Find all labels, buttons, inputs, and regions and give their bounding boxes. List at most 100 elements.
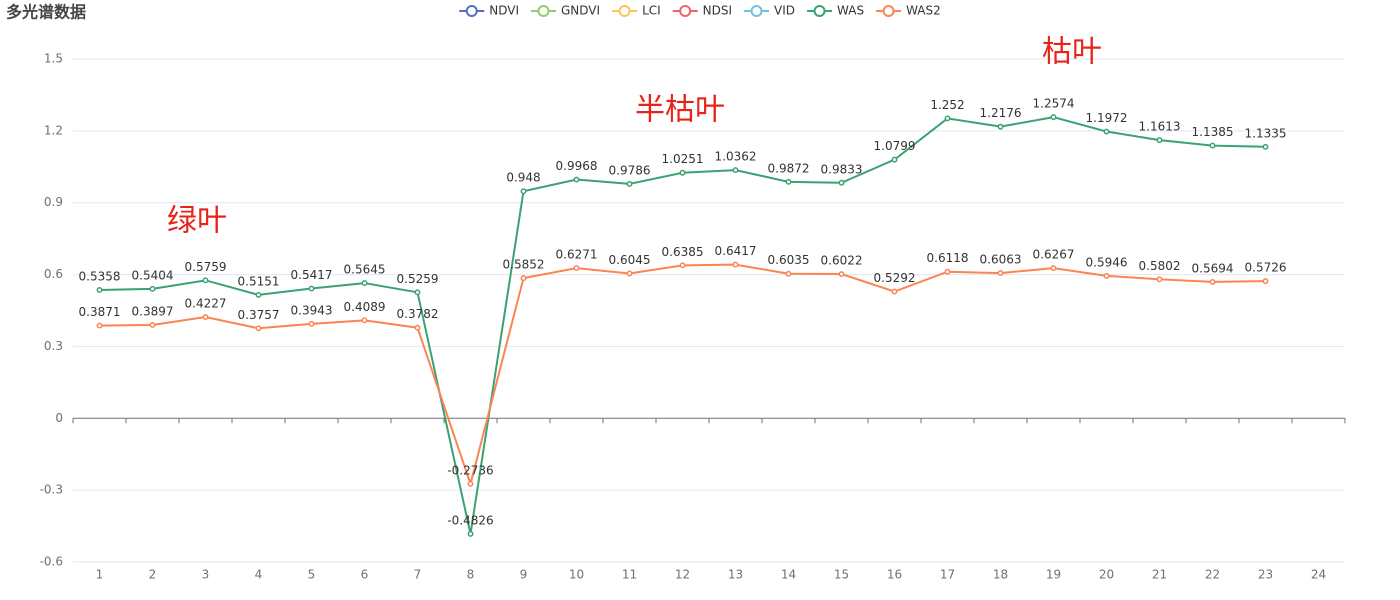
data-label: -0.4826	[447, 513, 493, 527]
data-label: 1.252	[930, 98, 964, 112]
data-point	[838, 179, 845, 186]
data-label: -0.2736	[447, 463, 493, 477]
legend-item[interactable]: LCI	[612, 4, 661, 18]
data-label: 0.3943	[291, 303, 333, 317]
legend-icon	[813, 5, 826, 17]
x-tick-label: 22	[1205, 568, 1220, 582]
data-label: 0.5726	[1245, 261, 1287, 275]
data-point	[944, 268, 951, 275]
y-tick-label: 0	[55, 411, 63, 425]
data-label: 0.3897	[132, 304, 174, 318]
data-point	[308, 320, 315, 327]
data-label: 0.5802	[1139, 259, 1181, 273]
data-label: 1.0799	[874, 139, 916, 153]
data-label: 0.948	[506, 171, 540, 185]
x-tick-label: 11	[622, 568, 637, 582]
data-point	[626, 180, 633, 187]
data-point	[520, 275, 527, 282]
data-label: 1.0251	[662, 152, 704, 166]
legend: NDVI GNDVI LCI NDSI VID WAS WAS2	[459, 4, 941, 18]
legend-item[interactable]: GNDVI	[531, 4, 600, 18]
annotation: 枯叶	[1042, 35, 1102, 70]
data-label: 0.6118	[927, 251, 969, 265]
data-label: 0.6022	[821, 254, 863, 268]
data-point	[573, 265, 580, 272]
data-point	[467, 480, 474, 487]
series-line	[99, 263, 1266, 488]
x-tick-label: 20	[1099, 568, 1114, 582]
data-label: 0.6035	[768, 253, 810, 267]
data-point	[1209, 142, 1216, 149]
data-point	[96, 286, 103, 293]
data-point	[361, 317, 368, 324]
x-tick-label: 1	[96, 568, 104, 582]
legend-label: LCI	[642, 4, 661, 18]
data-point	[149, 285, 156, 292]
data-label: 0.5151	[238, 274, 280, 288]
y-tick-label: 1.2	[44, 123, 63, 137]
legend-icon	[750, 5, 763, 17]
legend-icon	[537, 5, 550, 17]
y-tick-label: -0.6	[40, 555, 63, 569]
data-label: 1.1972	[1086, 111, 1128, 125]
data-label: 0.4227	[185, 297, 227, 311]
data-label: 1.1385	[1192, 125, 1234, 139]
y-tick-label: 0.3	[44, 339, 63, 353]
data-label: 0.6271	[556, 248, 598, 262]
legend-item[interactable]: NDVI	[459, 4, 519, 18]
data-label: 0.9968	[556, 159, 598, 173]
data-point	[997, 123, 1004, 130]
x-tick-label: 18	[993, 568, 1008, 582]
data-label: 0.5946	[1086, 255, 1128, 269]
data-label: 0.5292	[874, 271, 916, 285]
data-point	[202, 314, 209, 320]
data-point	[732, 261, 739, 268]
legend-item[interactable]: NDSI	[672, 4, 732, 18]
data-point	[414, 289, 421, 296]
data-label: 0.5417	[291, 268, 333, 282]
data-point	[202, 277, 209, 284]
legend-item[interactable]: VID	[744, 4, 795, 18]
data-label: 0.5259	[397, 272, 439, 286]
data-point	[1262, 143, 1269, 150]
data-point	[1103, 128, 1110, 135]
data-label: 0.3757	[238, 308, 280, 322]
legend-item[interactable]: WAS2	[876, 4, 941, 18]
data-point	[361, 280, 368, 287]
annotation: 绿叶	[167, 204, 227, 239]
data-point	[149, 321, 156, 328]
legend-icon	[679, 5, 692, 17]
legend-icon	[618, 5, 631, 17]
x-tick-label: 7	[414, 568, 422, 582]
data-label: 1.2176	[980, 106, 1022, 120]
legend-label: NDSI	[703, 4, 732, 18]
legend-icon	[465, 5, 478, 17]
data-label: 1.0362	[715, 150, 757, 164]
x-tick-label: 16	[887, 568, 902, 582]
data-point	[308, 285, 315, 292]
data-label: 0.9872	[768, 161, 810, 175]
annotation: 半枯叶	[635, 93, 725, 128]
x-tick-label: 10	[569, 568, 584, 582]
data-label: 0.6385	[662, 245, 704, 259]
x-tick-label: 24	[1311, 568, 1326, 582]
data-point	[679, 262, 686, 269]
data-point	[891, 288, 898, 295]
legend-icon	[882, 5, 895, 17]
data-label: 0.6063	[980, 253, 1022, 267]
data-label: 0.6417	[715, 244, 757, 258]
legend-label: WAS	[837, 4, 864, 18]
x-tick-label: 13	[728, 568, 743, 582]
data-point	[785, 178, 792, 185]
data-point	[679, 169, 686, 176]
data-point	[997, 270, 1004, 277]
y-tick-label: 0.6	[44, 267, 63, 281]
data-label: 1.2574	[1033, 97, 1075, 111]
data-label: 0.9833	[821, 162, 863, 176]
x-tick-label: 8	[467, 568, 475, 582]
legend-item[interactable]: WAS	[807, 4, 864, 18]
legend-label: GNDVI	[561, 4, 600, 18]
data-point	[1209, 278, 1216, 285]
legend-label: VID	[774, 4, 795, 18]
